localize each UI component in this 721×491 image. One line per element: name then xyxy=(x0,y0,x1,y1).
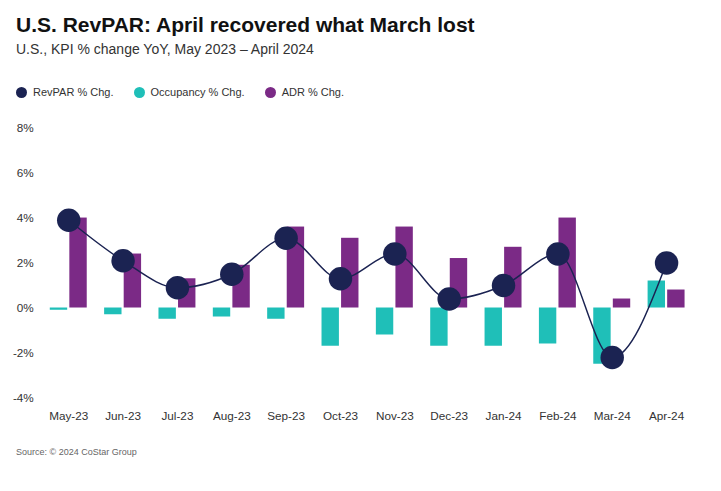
svg-text:0%: 0% xyxy=(17,301,34,314)
svg-text:May-23: May-23 xyxy=(49,409,88,422)
svg-text:Mar-24: Mar-24 xyxy=(594,409,632,422)
svg-text:6%: 6% xyxy=(17,166,34,179)
svg-text:Aug-23: Aug-23 xyxy=(213,409,251,422)
svg-text:Sep-23: Sep-23 xyxy=(267,409,305,422)
svg-text:Dec-23: Dec-23 xyxy=(430,409,468,422)
svg-text:2%: 2% xyxy=(17,256,34,269)
html-text:Source: © 2024 CoStar Group: Source: © 2024 CoStar Group xyxy=(16,446,137,457)
svg-text:Apr-24: Apr-24 xyxy=(649,409,685,422)
svg-text:4%: 4% xyxy=(17,211,34,224)
svg-text:Jul-23: Jul-23 xyxy=(161,409,193,422)
svg-text:Oct-23: Oct-23 xyxy=(323,409,358,422)
svg-text:8%: 8% xyxy=(17,121,34,134)
html-text:RevPAR % Chg.: RevPAR % Chg. xyxy=(33,86,114,98)
html-text:U.S., KPI % change YoY, May 20: U.S., KPI % change YoY, May 2023 – April… xyxy=(16,41,314,57)
svg-text:Jan-24: Jan-24 xyxy=(486,409,522,422)
html-text:Occupancy % Chg.: Occupancy % Chg. xyxy=(150,86,245,98)
svg-text:Nov-23: Nov-23 xyxy=(376,409,414,422)
svg-text:Jun-23: Jun-23 xyxy=(105,409,141,422)
svg-text:-2%: -2% xyxy=(13,346,34,359)
svg-text:Feb-24: Feb-24 xyxy=(539,409,577,422)
html-text:ADR % Chg.: ADR % Chg. xyxy=(281,86,344,98)
svg-text:-4%: -4% xyxy=(13,391,34,404)
html-text:U.S. RevPAR: April recovered w: U.S. RevPAR: April recovered what March … xyxy=(16,13,475,36)
